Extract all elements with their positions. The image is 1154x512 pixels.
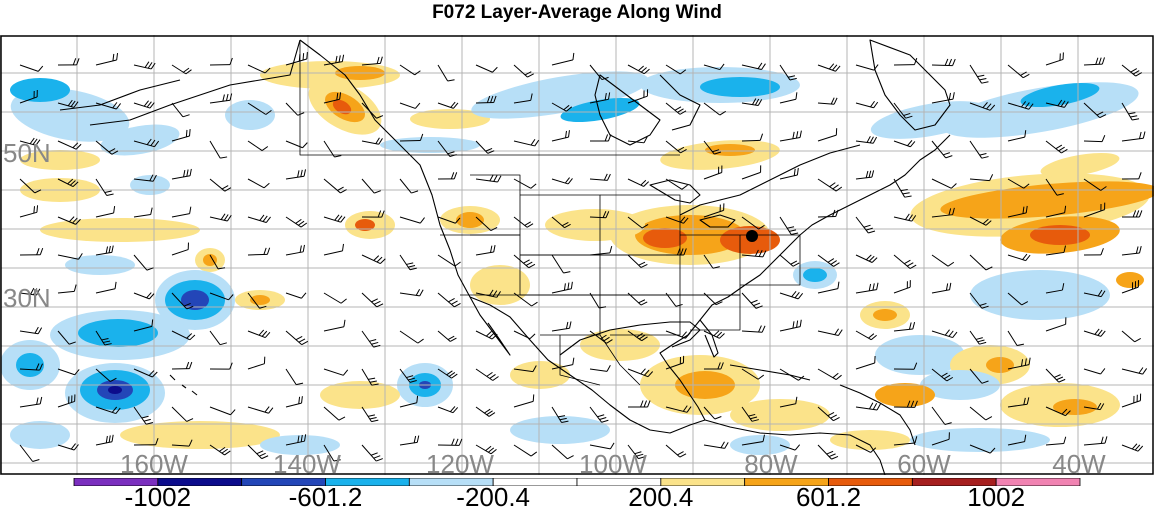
colorbar-tick-label: -200.4 [456, 484, 530, 511]
lat-label: 50N [3, 138, 51, 168]
shade-region [16, 353, 44, 377]
colorbar-tick-label: 1002 [967, 484, 1025, 511]
lon-label: 160W [120, 449, 188, 475]
map-title: F072 Layer-Average Along Wind [0, 0, 1154, 26]
shade-region [960, 115, 1040, 135]
lon-label: 80W [744, 449, 798, 475]
shade-region [830, 430, 910, 450]
shade-region [545, 209, 645, 241]
lat-label: 30N [3, 283, 51, 313]
location-marker [746, 230, 758, 242]
colorbar-tick-label: -601.2 [289, 484, 363, 511]
shade-region [700, 77, 780, 97]
lon-label: 100W [579, 449, 647, 475]
shade-region [108, 386, 122, 394]
shade-region [1116, 272, 1144, 288]
shade-region [10, 78, 70, 102]
lon-label: 40W [1052, 449, 1106, 475]
shade-region [40, 218, 200, 242]
shade-region [10, 421, 70, 449]
shade-region [730, 399, 830, 431]
shade-region [470, 265, 530, 305]
lon-label: 60W [897, 449, 951, 475]
shade-region [78, 319, 158, 347]
wind-map: 50N 30N 160W 140W 120W 100W 80W 60W 40W [0, 35, 1154, 475]
shade-region [130, 175, 170, 195]
shade-region [580, 329, 660, 361]
colorbar-tick-label: 200.4 [628, 484, 693, 511]
shade-region [873, 309, 897, 321]
shade-region [65, 255, 135, 275]
shade-region [1030, 225, 1090, 245]
colorbar-labels: -1002 -601.2 -200.4 200.4 601.2 1002 [0, 484, 1154, 511]
lon-label: 140W [273, 449, 341, 475]
shade-region [970, 270, 1110, 320]
shade-region [705, 144, 755, 156]
shade-region [803, 268, 827, 282]
colorbar-tick-label: 601.2 [796, 484, 861, 511]
lon-label: 120W [426, 449, 494, 475]
shade-region [643, 228, 687, 248]
shade-region [986, 357, 1014, 373]
shade-region [875, 383, 935, 407]
colorbar-tick-label: -1002 [125, 484, 192, 511]
